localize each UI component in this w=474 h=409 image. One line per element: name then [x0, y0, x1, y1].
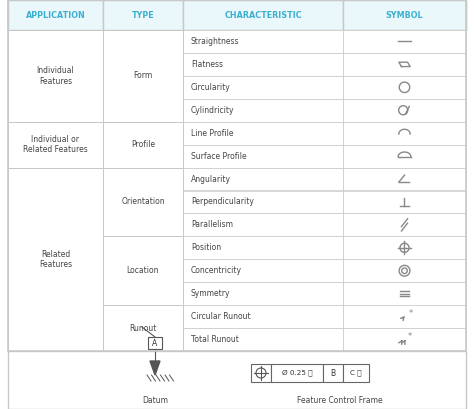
Text: Position: Position	[191, 243, 221, 252]
Bar	[8, 0, 466, 30]
Bar	[103, 0, 183, 30]
Bar	[8, 30, 103, 122]
Bar	[8, 351, 466, 409]
Bar	[343, 282, 466, 305]
Bar	[8, 168, 103, 351]
Bar	[183, 76, 343, 99]
Text: Circularity: Circularity	[191, 83, 231, 92]
Bar	[343, 259, 466, 282]
Bar	[343, 168, 466, 191]
Text: B: B	[330, 369, 336, 378]
Text: Flatness: Flatness	[191, 60, 223, 69]
Text: Line Profile: Line Profile	[191, 129, 234, 138]
Bar	[103, 122, 183, 168]
Bar	[343, 364, 369, 382]
Bar	[8, 122, 103, 168]
Bar	[8, 0, 466, 351]
Text: Cylindricity: Cylindricity	[191, 106, 235, 115]
Text: Parallelism: Parallelism	[191, 220, 233, 229]
Text: *: *	[408, 332, 412, 341]
Bar	[343, 305, 466, 328]
Bar	[103, 168, 183, 236]
Bar	[183, 99, 343, 122]
Bar	[271, 364, 323, 382]
Bar	[183, 30, 343, 53]
Text: Datum: Datum	[142, 396, 168, 405]
Bar	[183, 259, 343, 282]
Bar	[343, 236, 466, 259]
Bar	[343, 328, 466, 351]
Text: Straightness: Straightness	[191, 37, 239, 46]
Text: Individual or
Related Features: Individual or Related Features	[23, 135, 88, 154]
Bar	[343, 213, 466, 236]
Bar	[251, 364, 271, 382]
Bar	[183, 236, 343, 259]
Bar	[183, 145, 343, 168]
Text: Perpendicularity: Perpendicularity	[191, 198, 254, 207]
Bar	[103, 236, 183, 305]
Text: Location: Location	[127, 266, 159, 275]
Bar	[103, 305, 183, 351]
Bar	[183, 328, 343, 351]
Polygon shape	[150, 361, 160, 375]
Bar	[343, 53, 466, 76]
Text: Form: Form	[133, 71, 153, 80]
Text: SYMBOL: SYMBOL	[386, 11, 423, 20]
Bar	[183, 191, 343, 213]
Bar	[343, 30, 466, 53]
Bar	[103, 30, 183, 122]
Bar	[183, 305, 343, 328]
Bar	[343, 76, 466, 99]
Text: Ø 0.25 Ⓜ: Ø 0.25 Ⓜ	[282, 370, 312, 376]
Bar	[343, 122, 466, 145]
Text: Symmetry: Symmetry	[191, 289, 230, 298]
Text: Related
Features: Related Features	[39, 249, 72, 269]
Text: *: *	[408, 309, 412, 318]
Text: Surface Profile: Surface Profile	[191, 152, 246, 161]
Bar	[183, 168, 343, 191]
Text: Individual
Features: Individual Features	[36, 66, 74, 85]
Text: A: A	[152, 339, 158, 348]
Bar	[343, 0, 466, 30]
Text: C Ⓜ: C Ⓜ	[350, 370, 362, 376]
Bar	[183, 0, 343, 30]
Bar	[183, 53, 343, 76]
Text: Circular Runout: Circular Runout	[191, 312, 251, 321]
Bar	[148, 337, 162, 349]
Bar	[183, 122, 343, 145]
Bar	[183, 213, 343, 236]
Text: Profile: Profile	[131, 140, 155, 149]
Text: Runout: Runout	[129, 324, 157, 333]
Text: APPLICATION: APPLICATION	[26, 11, 85, 20]
Text: Orientation: Orientation	[121, 198, 165, 207]
Text: Angularity: Angularity	[191, 175, 231, 184]
Text: CHARACTERISTIC: CHARACTERISTIC	[224, 11, 302, 20]
Text: Concentricity: Concentricity	[191, 266, 242, 275]
Text: TYPE: TYPE	[132, 11, 155, 20]
Bar	[343, 99, 466, 122]
Bar	[183, 282, 343, 305]
Bar	[343, 191, 466, 213]
Text: Total Runout: Total Runout	[191, 335, 239, 344]
Bar	[343, 145, 466, 168]
Bar	[323, 364, 343, 382]
Bar	[8, 0, 103, 30]
Text: Feature Control Frame: Feature Control Frame	[297, 396, 383, 405]
